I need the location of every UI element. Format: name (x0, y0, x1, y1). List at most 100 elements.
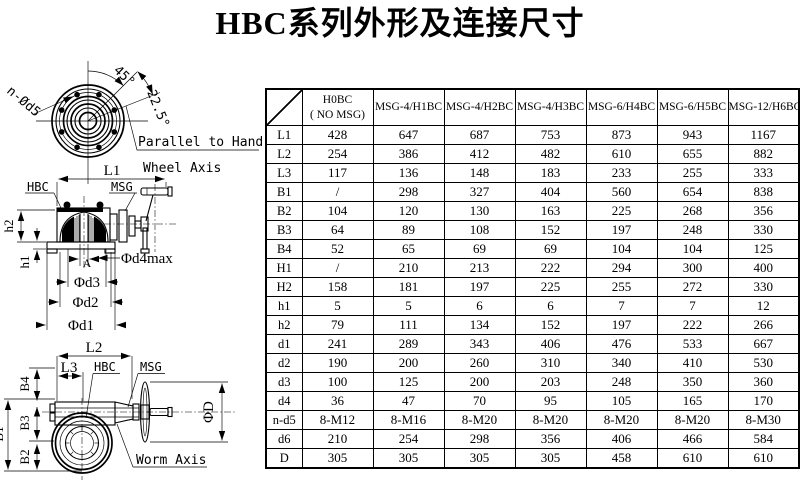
table-row: d3 100 125 200 203 248 350 360 (265, 372, 800, 392)
table-row: L2 254 386 412 482 610 655 882 (265, 144, 800, 164)
col-header-line: ( NO MSG) (310, 108, 365, 121)
dim-value-cell: 6 (514, 296, 587, 316)
dim-value-cell: 170 (727, 391, 800, 411)
dim-value-cell: 294 (585, 258, 658, 278)
table-row: B4 52 65 69 69 104 104 125 (265, 239, 800, 259)
bolt-holes (58, 91, 118, 151)
dim-value-cell: 64 (301, 220, 374, 240)
dim-value-cell: 298 (372, 182, 445, 202)
row-label: d2 (265, 353, 303, 373)
angle-45-label: 45° (110, 63, 137, 90)
dim-value-cell: 310 (514, 353, 587, 373)
dim-value-cell: 241 (301, 334, 374, 354)
dim-b3-label: B3 (17, 415, 32, 430)
table-body: L1 428 647 687 753 873 943 1167 L2 254 386 412 482 61… (265, 125, 800, 469)
dim-value-cell: 260 (443, 353, 516, 373)
dim-value-cell: 6 (443, 296, 516, 316)
dim-d4-label: Φd4max (121, 251, 173, 267)
dim-value-cell: 476 (585, 334, 658, 354)
dim-value-cell: 753 (514, 125, 587, 145)
dim-value-cell: 36 (301, 391, 374, 411)
dim-value-cell: 203 (514, 372, 587, 392)
dim-d1-label: Φd1 (68, 318, 94, 334)
dim-value-cell: 647 (372, 125, 445, 145)
table-row: L3 117 136 148 183 233 255 333 (265, 163, 800, 183)
dim-value-cell: 130 (443, 201, 516, 221)
table-row: d6 210 254 298 356 406 466 584 (265, 429, 800, 449)
table-header-row: H0BC( NO MSG) MSG-4/H1BC MSG-4/H2BC MSG-4/H… (265, 88, 800, 126)
row-label: d4 (265, 391, 303, 411)
dim-b2-label: B2 (17, 449, 32, 464)
row-label: B1 (265, 182, 303, 202)
dim-b4-label: B4 (17, 376, 32, 392)
dim-value-cell: 560 (585, 182, 658, 202)
dim-value-cell: 222 (656, 315, 729, 335)
dim-value-cell: 458 (585, 448, 658, 469)
col-header-line: MSG-4/H3BC (516, 101, 585, 114)
dim-value-cell: 70 (443, 391, 516, 411)
col-header-line: MSG-4/H1BC (374, 101, 443, 114)
dim-value-cell: 213 (443, 258, 516, 278)
dim-value-cell: 152 (514, 220, 587, 240)
dim-value-cell: 305 (514, 448, 587, 469)
table-row: h1 5 5 6 6 7 7 12 (265, 296, 800, 316)
parallel-note-line1: Parallel to Hand (138, 135, 262, 150)
dim-value-cell: 305 (301, 448, 374, 469)
dim-value-cell: 134 (443, 315, 516, 335)
col-header: MSG-4/H3BC (514, 88, 587, 126)
dim-d-label: ΦD (201, 401, 217, 423)
dim-value-cell: 305 (443, 448, 516, 469)
dim-value-cell: 104 (301, 201, 374, 221)
table-row: n-d5 8-M12 8-M16 8-M20 8-M20 8-M20 8-M20 8-M30 (265, 410, 800, 430)
dim-value-cell: 343 (443, 334, 516, 354)
row-label: n-d5 (265, 410, 303, 430)
col-header-line: MSG-6/H4BC (587, 101, 656, 114)
dim-value-cell: 125 (727, 239, 800, 259)
dim-value-cell: 610 (585, 144, 658, 164)
dim-value-cell: 152 (514, 315, 587, 335)
dim-value-cell: 165 (656, 391, 729, 411)
dim-d2-label: Φd2 (73, 295, 99, 311)
dim-value-cell: 255 (656, 163, 729, 183)
dim-value-cell: 197 (443, 277, 516, 297)
dim-value-cell: 69 (514, 239, 587, 259)
dim-value-cell: 7 (585, 296, 658, 316)
dim-value-cell: 268 (656, 201, 729, 221)
table-row: d2 190 200 260 310 340 410 530 (265, 353, 800, 373)
dim-value-cell: 111 (372, 315, 445, 335)
dim-value-cell: 222 (514, 258, 587, 278)
dim-value-cell: 183 (514, 163, 587, 183)
dim-value-cell: 654 (656, 182, 729, 202)
dim-value-cell: 360 (727, 372, 800, 392)
dimension-table: H0BC( NO MSG) MSG-4/H1BC MSG-4/H2BC MSG-4/H… (265, 88, 800, 469)
dim-value-cell: 248 (656, 220, 729, 240)
dim-value-cell: 340 (585, 353, 658, 373)
table-row: H2 158 181 197 225 255 272 330 (265, 277, 800, 297)
dim-value-cell: 298 (443, 429, 516, 449)
dim-value-cell: 105 (585, 391, 658, 411)
flange-front-view: n-Ød5 45° 22.5° Parallel to Hand Wheel A… (3, 61, 262, 184)
dim-value-cell: 255 (585, 277, 658, 297)
col-header-line: H0BC (322, 94, 353, 107)
dim-value-cell: 95 (514, 391, 587, 411)
col-header: MSG-4/H2BC (443, 88, 516, 126)
dim-value-cell: / (301, 258, 374, 278)
dim-value-cell: 197 (585, 220, 658, 240)
table-row: d1 241 289 343 406 476 533 667 (265, 334, 800, 354)
dim-value-cell: 404 (514, 182, 587, 202)
dim-l2-label: L2 (86, 340, 103, 356)
dim-value-cell: 8-M20 (656, 410, 729, 430)
dim-a-label: A (83, 258, 92, 270)
dim-value-cell: 305 (372, 448, 445, 469)
dim-value-cell: 197 (585, 315, 658, 335)
dim-value-cell: 482 (514, 144, 587, 164)
dim-value-cell: 272 (656, 277, 729, 297)
dim-value-cell: 356 (727, 201, 800, 221)
row-label: L3 (265, 163, 303, 183)
dim-value-cell: 584 (727, 429, 800, 449)
row-label: L2 (265, 144, 303, 164)
dim-value-cell: 8-M12 (301, 410, 374, 430)
dim-l3-label: L3 (61, 360, 78, 376)
dim-h1-label: h1 (17, 256, 32, 269)
